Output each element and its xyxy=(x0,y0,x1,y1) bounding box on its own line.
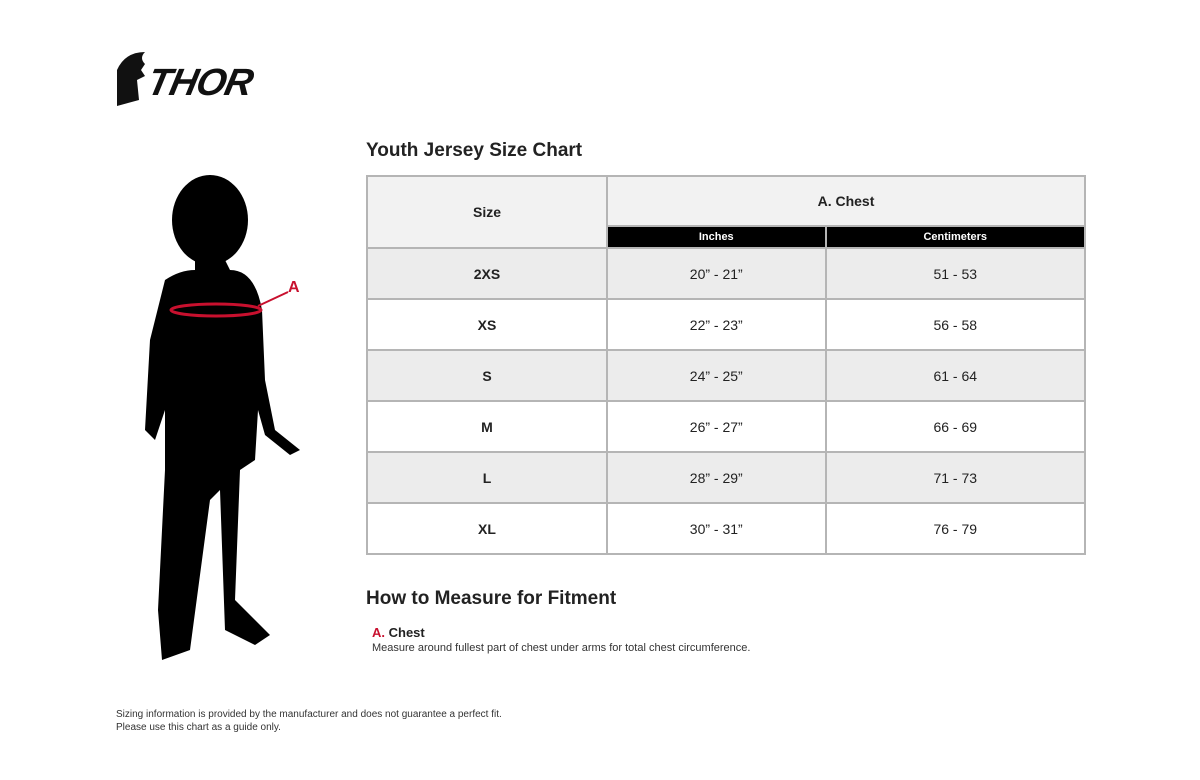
inches-cell: 28” - 29” xyxy=(606,451,827,504)
child-silhouette: A xyxy=(145,175,300,660)
cm-cell: 61 - 64 xyxy=(824,349,1087,402)
measure-text: Measure around fullest part of chest und… xyxy=(372,642,751,654)
how-to-measure-title: How to Measure for Fitment xyxy=(366,588,617,609)
cm-cell: 56 - 58 xyxy=(824,298,1087,351)
table-row: XS 22” - 23” 56 - 58 xyxy=(366,298,1087,351)
measure-letter: A. xyxy=(372,625,385,640)
size-header: Size xyxy=(366,175,608,249)
size-cell: M xyxy=(366,400,608,453)
inches-header: Inches xyxy=(606,225,827,249)
table-row: S 24” - 25” 61 - 64 xyxy=(366,349,1087,402)
table-row: 2XS 20” - 21” 51 - 53 xyxy=(366,247,1087,300)
table-row: XL 30” - 31” 76 - 79 xyxy=(366,502,1087,555)
chest-header: A. Chest xyxy=(606,175,1086,227)
inches-cell: 30” - 31” xyxy=(606,502,827,555)
size-cell: L xyxy=(366,451,608,504)
brand-logo-text: THOR xyxy=(143,62,257,104)
size-chart-table: Size A. Chest Inches Centimeters 2XS 20” - … xyxy=(366,175,1087,555)
size-cell: XL xyxy=(366,502,608,555)
inches-cell: 26” - 27” xyxy=(606,400,827,453)
disclaimer-line: Please use this chart as a guide only. xyxy=(116,722,281,733)
size-cell: S xyxy=(366,349,608,402)
cm-cell: 71 - 73 xyxy=(824,451,1087,504)
page-title: Youth Jersey Size Chart xyxy=(366,140,583,161)
chest-measure-instruction: A. Chest Measure around fullest part of … xyxy=(372,625,750,654)
size-cell: XS xyxy=(366,298,608,351)
cm-cell: 51 - 53 xyxy=(824,247,1087,300)
table-row: M 26” - 27” 66 - 69 xyxy=(366,400,1087,453)
cm-header: Centimeters xyxy=(824,225,1087,249)
cm-cell: 66 - 69 xyxy=(824,400,1087,453)
size-cell: 2XS xyxy=(366,247,608,300)
disclaimer-line: Sizing information is provided by the ma… xyxy=(116,709,502,720)
measure-label: Chest xyxy=(388,625,425,640)
thor-logo xyxy=(117,52,145,106)
chest-marker-label: A xyxy=(288,279,300,296)
disclaimer: Sizing information is provided by the ma… xyxy=(116,708,502,734)
table-row: L 28” - 29” 71 - 73 xyxy=(366,451,1087,504)
cm-cell: 76 - 79 xyxy=(824,502,1087,555)
inches-cell: 24” - 25” xyxy=(606,349,827,402)
inches-cell: 20” - 21” xyxy=(606,247,827,300)
inches-cell: 22” - 23” xyxy=(606,298,827,351)
